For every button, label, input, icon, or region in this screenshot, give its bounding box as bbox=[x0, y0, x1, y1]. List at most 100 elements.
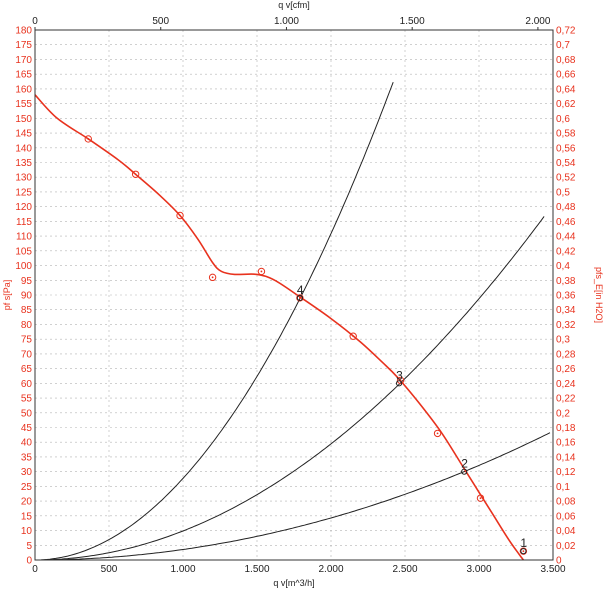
y-left-tick-label: 55 bbox=[21, 394, 33, 405]
y-right-tick-label: 0,62 bbox=[556, 99, 576, 110]
y-right-tick-label: 0,12 bbox=[556, 467, 576, 478]
operating-point-label: 2 bbox=[461, 457, 468, 471]
y-left-tick-label: 140 bbox=[15, 143, 32, 154]
fan-curve-marker-dot bbox=[134, 173, 137, 176]
y-left-tick-label: 155 bbox=[15, 99, 32, 110]
y-left-tick-label: 20 bbox=[21, 497, 33, 508]
y-left-tick-label: 60 bbox=[21, 379, 33, 390]
y-left-tick-label: 0 bbox=[26, 556, 32, 567]
x-bottom-tick-label: 2.000 bbox=[318, 564, 343, 575]
x-bottom-tick-label: 500 bbox=[101, 564, 118, 575]
y-left-tick-label: 125 bbox=[15, 187, 32, 198]
y-left-tick-label: 90 bbox=[21, 291, 33, 302]
x-bottom-tick-label: 1.000 bbox=[170, 564, 195, 575]
fan-curve-marker bbox=[84, 135, 92, 143]
y-right-tick-label: 0,02 bbox=[556, 541, 576, 552]
y-right-tick-label: 0,2 bbox=[556, 408, 570, 419]
y-left-tick-label: 100 bbox=[15, 261, 32, 272]
x-bottom-tick-label: 1.500 bbox=[244, 564, 269, 575]
fan-curve-marker-dot bbox=[299, 297, 301, 299]
y-left-tick-label: 80 bbox=[21, 320, 33, 331]
y-right-tick-label: 0,64 bbox=[556, 84, 576, 95]
y-right-tick-label: 0,4 bbox=[556, 261, 570, 272]
fan-curve-marker bbox=[396, 376, 405, 385]
y-left-tick-label: 35 bbox=[21, 452, 33, 463]
x-bottom-tick-label: 3.000 bbox=[466, 564, 491, 575]
fan-curve bbox=[34, 94, 525, 561]
y-left-tick-label: 25 bbox=[21, 482, 33, 493]
y-right-tick-label: 0,46 bbox=[556, 217, 576, 228]
fan-curve-marker bbox=[433, 429, 442, 438]
ticks: 0510152025303540455055606570758085909510… bbox=[15, 16, 576, 575]
y-left-tick-label: 170 bbox=[15, 55, 32, 66]
y-right-tick-label: 0,5 bbox=[556, 187, 570, 198]
y-left-tick-label: 40 bbox=[21, 438, 33, 449]
fan-curve-marker bbox=[519, 547, 528, 555]
y-right-tick-label: 0,56 bbox=[556, 143, 576, 154]
y-left-tick-label: 45 bbox=[21, 423, 33, 434]
y-right-tick-label: 0,1 bbox=[556, 482, 570, 493]
y-right-tick-label: 0,44 bbox=[556, 232, 576, 243]
y-right-tick-label: 0,16 bbox=[556, 438, 576, 449]
y-right-tick-label: 0,04 bbox=[556, 526, 576, 537]
system-curve bbox=[35, 82, 394, 561]
y-right-tick-label: 0,6 bbox=[556, 114, 570, 125]
y-right-tick-label: 0,38 bbox=[556, 276, 576, 287]
y-left-tick-label: 110 bbox=[16, 232, 32, 243]
y-right-tick-label: 0 bbox=[556, 556, 562, 567]
y-right-tick-label: 0,34 bbox=[556, 305, 576, 316]
y-right-tick-label: 0,24 bbox=[556, 379, 576, 390]
fan-curve-marker-dot bbox=[87, 138, 90, 140]
y-right-tick-label: 0,7 bbox=[556, 40, 570, 51]
y-left-tick-label: 120 bbox=[15, 202, 32, 213]
fan-curve-marker-dot bbox=[211, 276, 214, 279]
y-right-tick-label: 0,54 bbox=[556, 158, 576, 169]
plot-frame bbox=[34, 29, 554, 561]
y-left-tick-label: 70 bbox=[21, 349, 33, 360]
y-left-tick-label: 145 bbox=[15, 129, 32, 140]
x-top-tick-label: 2.000 bbox=[525, 16, 550, 27]
fan-curve-marker bbox=[131, 170, 140, 178]
fan-curve-marker bbox=[296, 294, 304, 302]
y-left-tick-label: 130 bbox=[15, 173, 32, 184]
x-top-tick-label: 0 bbox=[32, 16, 38, 27]
y-right-tick-label: 0,26 bbox=[556, 364, 576, 375]
system-curve bbox=[35, 216, 545, 561]
y-right-tick-label: 0,32 bbox=[556, 320, 576, 331]
y-right-tick-label: 0,66 bbox=[556, 70, 576, 81]
y-right-tick-label: 0,18 bbox=[556, 423, 576, 434]
y-left-tick-label: 5 bbox=[26, 541, 32, 552]
y-left-tick-label: 175 bbox=[15, 40, 32, 51]
y-right-tick-label: 0,28 bbox=[556, 349, 576, 360]
system-curve bbox=[35, 432, 551, 561]
operating-point-label: 3 bbox=[396, 368, 403, 382]
x-top-tick-label: 500 bbox=[152, 16, 169, 27]
y-left-tick-label: 95 bbox=[21, 276, 33, 287]
x-bottom-tick-label: 2.500 bbox=[392, 564, 417, 575]
y-left-tick-label: 50 bbox=[21, 408, 33, 419]
fan-curve-marker-dot bbox=[179, 214, 181, 217]
fan-curve-marker bbox=[349, 332, 357, 340]
y-right-tick-label: 0,36 bbox=[556, 291, 576, 302]
operating-point-marker bbox=[520, 548, 527, 555]
fan-curve-marker bbox=[476, 494, 485, 502]
y-right-tick-label: 0,52 bbox=[556, 173, 576, 184]
y-right-tick-label: 0,68 bbox=[556, 55, 576, 66]
fan-curve-marker-dot bbox=[522, 550, 525, 553]
y-right-tick-label: 0,42 bbox=[556, 246, 576, 257]
x-bottom-tick-label: 0 bbox=[32, 564, 38, 575]
y-left-tick-label: 115 bbox=[16, 217, 32, 228]
fan-curve-marker bbox=[208, 273, 217, 282]
y-left-tick-label: 160 bbox=[15, 84, 32, 95]
x-top-tick-label: 1.500 bbox=[400, 16, 425, 27]
operating-point-label: 1 bbox=[520, 536, 527, 550]
fan-curve-marker-dot bbox=[352, 335, 355, 338]
operating-point-label: 4 bbox=[297, 283, 304, 297]
y-left-axis-title: pf s[Pa] bbox=[2, 280, 12, 311]
fan-curve-marker bbox=[257, 267, 266, 276]
y-right-tick-label: 0,06 bbox=[556, 511, 576, 522]
operating-point-marker bbox=[461, 468, 468, 475]
y-right-tick-label: 0,22 bbox=[556, 394, 576, 405]
x-bottom-axis-title: q v[m^3/h] bbox=[273, 578, 314, 588]
